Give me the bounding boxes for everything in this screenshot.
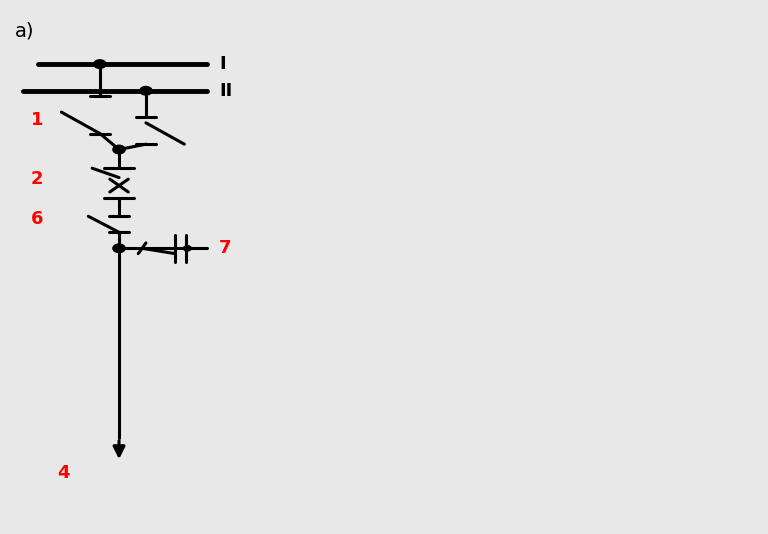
Text: I: I <box>219 55 226 73</box>
Text: 2: 2 <box>31 170 43 188</box>
Circle shape <box>113 244 125 253</box>
Text: 7: 7 <box>219 239 231 257</box>
Text: 4: 4 <box>58 464 70 482</box>
Circle shape <box>94 60 106 68</box>
Text: a): a) <box>15 21 35 41</box>
Text: II: II <box>219 82 232 100</box>
Text: 6: 6 <box>31 210 43 228</box>
Circle shape <box>184 246 191 251</box>
Circle shape <box>113 145 125 154</box>
Circle shape <box>140 87 152 95</box>
Text: 1: 1 <box>31 111 43 129</box>
